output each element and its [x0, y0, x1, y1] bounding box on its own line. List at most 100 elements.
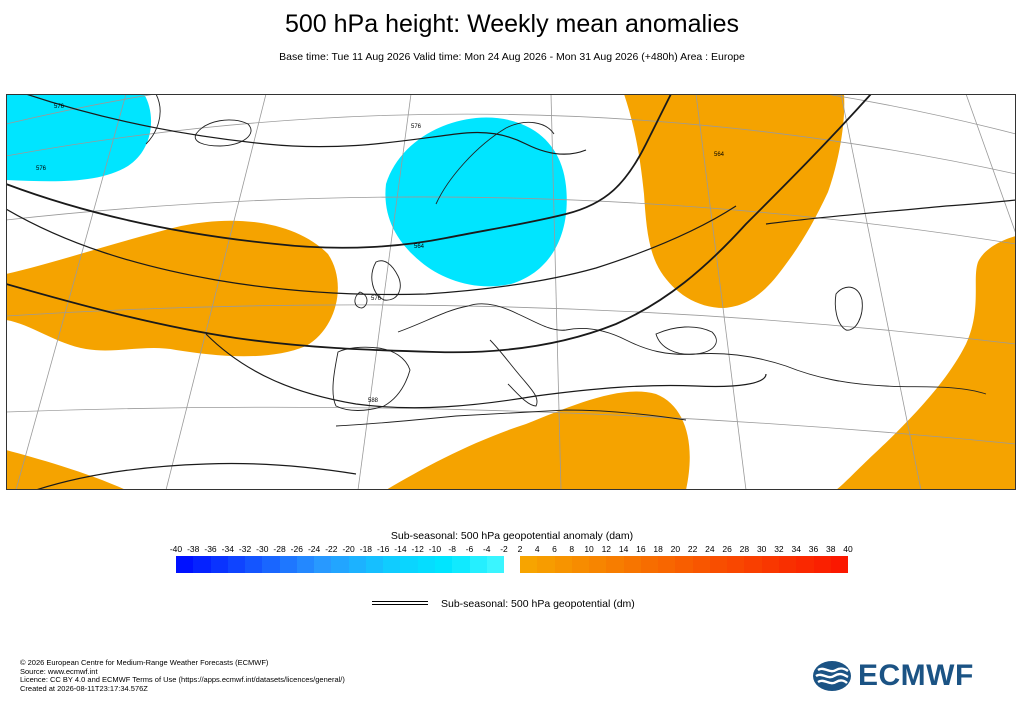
- contour-labels: 576 564 576 564 588 576 576: [36, 104, 725, 404]
- colorbar-tick-label: 16: [636, 544, 646, 554]
- colorbar-segment: [348, 556, 366, 573]
- map-frame: [6, 94, 1016, 490]
- colorbar-tick-label: 2: [517, 544, 523, 554]
- contour-e: [205, 333, 767, 409]
- positive-anomaly-layer: [6, 94, 1016, 490]
- colorbar-tick-label: 30: [756, 544, 767, 554]
- colorbar-segment: [623, 556, 641, 573]
- colorbar-segment: [520, 556, 538, 573]
- colorbar-tick-label: -18: [359, 544, 373, 554]
- positive-anomaly-middle-east: [836, 236, 1016, 490]
- colorbar-tick-label: 28: [739, 544, 750, 554]
- colorbar-segment: [314, 556, 332, 573]
- ecmwf-logo-icon: [813, 661, 851, 691]
- colorbar-segment: [262, 556, 280, 573]
- negative-anomaly-layer: [6, 94, 567, 287]
- colorbar-segment: [658, 556, 676, 573]
- colorbar-segment: [709, 556, 728, 573]
- colorbar-tick-label: -22: [325, 544, 338, 554]
- colorbar-segment: [778, 556, 797, 573]
- contour-label: 576: [411, 124, 422, 130]
- colorbar-tick-label: -14: [394, 544, 407, 554]
- colorbar-segment: [434, 556, 453, 573]
- colorbar-segment: [296, 556, 315, 573]
- footer-source: Source: www.ecmwf.int: [20, 666, 98, 676]
- colorbar-segment: [417, 556, 435, 573]
- colorbar-tick-label: -6: [465, 544, 474, 554]
- colorbar-tick-label: -34: [221, 544, 234, 554]
- contour-label: 576: [54, 104, 65, 110]
- footer-copyright: © 2026 European Centre for Medium-Range …: [20, 658, 269, 667]
- colorbar-segment: [640, 556, 659, 573]
- contour-c: [6, 205, 737, 296]
- colorbar-segment: [176, 556, 194, 573]
- geopotential-contours: [6, 94, 1016, 490]
- contour-g: [35, 462, 357, 490]
- positive-anomaly-southwest: [6, 450, 126, 490]
- chart-title: 500 hPa height: Weekly mean anomalies: [285, 10, 739, 38]
- colorbar-tick-label: 32: [774, 544, 784, 554]
- colorbar-segment: [692, 556, 710, 573]
- contour-d: [6, 94, 872, 354]
- footer-licence: Licence: CC BY 4.0 and ECMWF Terms of Us…: [20, 675, 345, 685]
- contour-b: [6, 94, 672, 249]
- colorbar-tick-label: -40: [169, 544, 183, 554]
- colorbar-segment: [571, 556, 590, 573]
- colorbar-tick-label: -28: [273, 544, 286, 554]
- colorbar-segment: [830, 556, 849, 573]
- colorbar-tick-label: -16: [377, 544, 390, 554]
- colorbar-tick-label: -30: [256, 544, 269, 554]
- contour-label: 588: [368, 398, 379, 404]
- colorbar-tick-label: -8: [448, 544, 456, 554]
- coast-british-isles: [354, 260, 401, 309]
- colorbar-segment: [210, 556, 228, 573]
- colorbar-tick-label: -10: [428, 544, 442, 554]
- footer-credits: © 2026 European Centre for Medium-Range …: [20, 658, 345, 693]
- colorbar-tick-label: 8: [569, 544, 575, 554]
- colorbar-segment: [727, 556, 745, 573]
- positive-colorbar: [520, 556, 849, 573]
- positive-anomaly-russia: [624, 94, 845, 308]
- colorbar-tick-label: 4: [534, 544, 540, 554]
- colorbar-segment: [400, 556, 418, 573]
- contour-label: 576: [36, 166, 47, 172]
- colorbar-segment: [365, 556, 384, 573]
- coast-black-sea: [655, 326, 717, 355]
- coast-europe: [397, 303, 987, 395]
- contour-legend-label: Sub-seasonal: 500 hPa geopotential (dm): [441, 598, 635, 610]
- colorbar-segment: [193, 556, 211, 573]
- colorbar-segment: [383, 556, 401, 573]
- anomaly-map: 576 564 576 564 588 576 576: [6, 94, 1016, 490]
- colorbar-tick-label: 6: [552, 544, 557, 554]
- colorbar-segment: [331, 556, 349, 573]
- colorbar-segment: [452, 556, 470, 573]
- coast-iceland: [194, 119, 252, 147]
- colorbar-tick-label: 40: [843, 544, 853, 554]
- colorbar-segment: [469, 556, 487, 573]
- ecmwf-logo: ECMWF: [812, 659, 1007, 692]
- colorbar-tick-label: -4: [482, 544, 491, 554]
- colorbar-segment: [813, 556, 831, 573]
- colorbar-tick-label: 18: [653, 544, 663, 554]
- colorbar-tick-label: -12: [411, 544, 424, 554]
- negative-anomaly-scandinavia: [385, 117, 567, 287]
- colorbar-tick-label: 34: [791, 544, 801, 554]
- colorbar-segment: [761, 556, 779, 573]
- colorbar-segment: [606, 556, 624, 573]
- colorbar-tick-label: 14: [618, 544, 629, 554]
- colorbar-tick-label: 10: [584, 544, 594, 554]
- colorbar-segment: [227, 556, 246, 573]
- colorbar-tick-label: 36: [808, 544, 819, 554]
- colorbar-segment: [537, 556, 555, 573]
- coast-iberia: [332, 346, 411, 411]
- ecmwf-logo-text: ECMWF: [858, 659, 974, 692]
- footer-created: Created at 2026-08-11T23:17:34.576Z: [20, 683, 148, 693]
- colorbar-tick-label: -32: [238, 544, 252, 554]
- contour-label: 564: [714, 152, 725, 158]
- negative-colorbar: [176, 556, 505, 573]
- colorbar-tick-label: 20: [670, 544, 681, 554]
- contour-f: [765, 199, 1016, 225]
- colorbar-tick-label: 38: [826, 544, 836, 554]
- colorbar-tick-label: 12: [601, 544, 612, 554]
- colorbar-segment: [279, 556, 297, 573]
